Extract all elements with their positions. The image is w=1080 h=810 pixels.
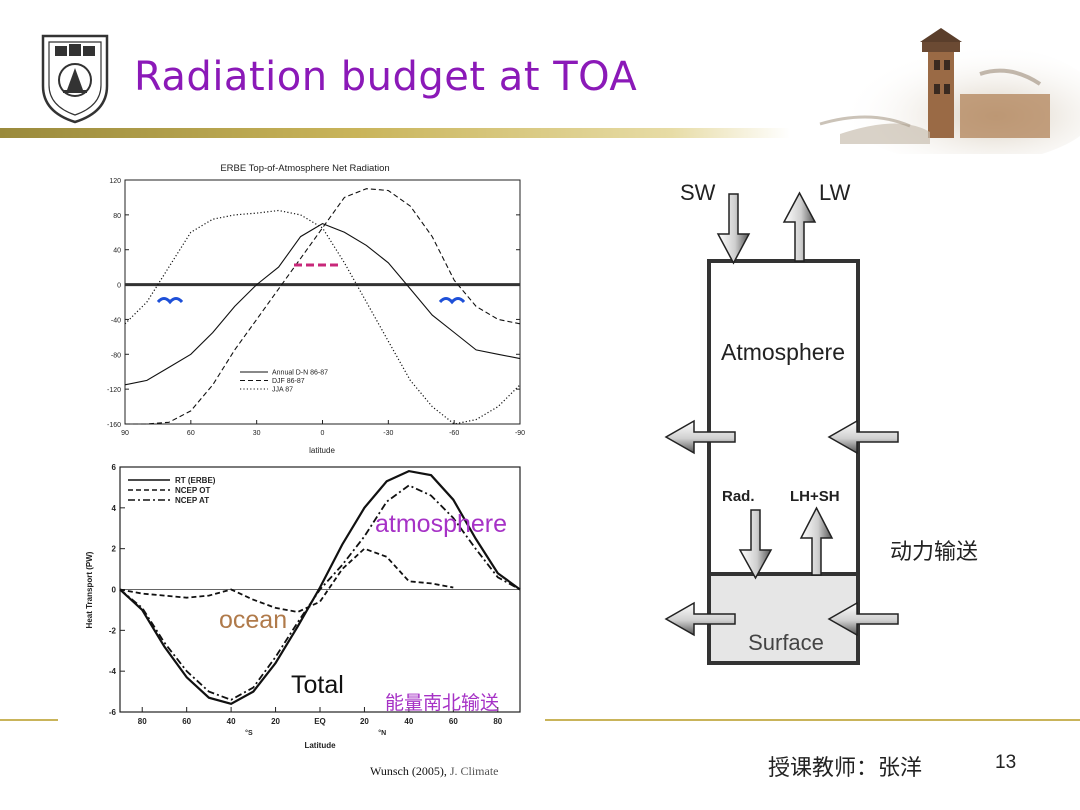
chart2-ytick-label: -2 (109, 626, 117, 635)
energy-transport-label: 能量南北输送 (385, 692, 500, 714)
sw-label: SW (680, 180, 716, 205)
university-logo (37, 30, 113, 124)
chart2-xtick-label: 40 (227, 717, 236, 726)
rad-label: Rad. (722, 488, 755, 505)
chart2-ytick-label: 0 (112, 586, 117, 595)
chart1-legend-entry: DJF 86-87 (272, 378, 305, 385)
campus-tower-image (780, 14, 1080, 164)
atmosphere-box (707, 259, 860, 577)
chart2-series-dashdot-line (119, 484, 521, 701)
chart1-ytick-label: 80 (113, 213, 121, 220)
chart2-ylabel: Heat Transport (PW) (85, 551, 94, 628)
lw-up-arrow-icon (782, 191, 817, 262)
atmosphere-label: Atmosphere (721, 339, 845, 365)
sw-down-arrow-icon (716, 193, 751, 265)
chart1-xtick-label: 60 (187, 430, 195, 437)
chart1-series-dashed-line (125, 188, 521, 425)
citation: Wunsch (2005), J. Climate (370, 764, 499, 779)
rad-down-arrow-icon (738, 509, 773, 580)
chart2-legend-entry: RT (ERBE) (175, 476, 216, 485)
chart2-xtick-label: 60 (449, 717, 458, 726)
atmosphere-overlay-label: atmosphere (375, 510, 508, 538)
chart1-ytick-label: 40 (113, 248, 121, 255)
citation-journal: J. Climate (449, 764, 499, 778)
chart1-xtick-label: -90 (515, 430, 525, 437)
slide-title: Radiation budget at TOA (134, 54, 638, 100)
chart1-xlabel: latitude (309, 446, 335, 455)
chart1-series-solid-line (124, 222, 521, 386)
chart2-xtick-label: EQ (314, 717, 326, 726)
chart1-title: ERBE Top-of-Atmosphere Net Radiation (220, 163, 389, 174)
chart1-ytick-label: 0 (117, 283, 121, 290)
chart1-ytick-label: -80 (111, 352, 121, 359)
chart1-annotation-marks (156, 263, 466, 305)
chart1-xtick-label: 30 (253, 430, 261, 437)
chart2-north-label: °N (378, 729, 386, 737)
erbe-net-radiation-chart: ERBE Top-of-Atmosphere Net Radiation 120… (107, 163, 525, 455)
chart2-series-dashed-line (119, 547, 454, 613)
chart2-ytick-label: 6 (112, 463, 117, 472)
radiation-schematic: SW LW Atmosphere Rad. LH+SH Surface (664, 180, 899, 665)
dynamic-transport-label: 动力输送 (890, 540, 979, 565)
chart1-ytick-label: -40 (111, 317, 121, 324)
chart1-legend-entry: JJA 87 (272, 387, 293, 394)
chart2-xtick-label: 80 (493, 717, 502, 726)
ocean-overlay-label: ocean (219, 606, 288, 634)
chart2-legend-entry: NCEP AT (175, 496, 209, 505)
chart2-south-label: °S (245, 729, 253, 737)
chart1-xtick-label: 0 (321, 430, 325, 437)
chart2-ytick-label: 2 (112, 545, 117, 554)
atmosphere-left-arrow-icon (664, 419, 736, 455)
lw-label: LW (819, 180, 851, 205)
chart2-xtick-label: 40 (404, 717, 413, 726)
chart2-ytick-label: -6 (109, 708, 117, 717)
header-divider (0, 128, 790, 138)
chart2-series-solid-line (119, 469, 521, 705)
total-overlay-label: Total (291, 671, 344, 699)
lhsh-up-arrow-icon (799, 506, 834, 576)
lhsh-label: LH+SH (790, 488, 840, 505)
chart1-ytick-label: -120 (107, 387, 121, 394)
chart1-xtick-label: 90 (121, 430, 129, 437)
surface-left-arrow-icon (664, 601, 736, 637)
chart2-legend-entry: NCEP OT (175, 486, 211, 495)
chart2-xtick-label: 20 (271, 717, 280, 726)
chart2-xtick-label: 80 (138, 717, 147, 726)
chart2-xtick-label: 60 (182, 717, 191, 726)
chart2-xlabel: Latitude (304, 741, 336, 750)
chart1-ytick-label: 120 (109, 178, 121, 185)
heat-transport-chart: -6 -4 -2 0 2 4 6 80 60 40 20 EQ 20 40 60 80 °S °N RT (ERB… (85, 463, 521, 750)
chart2-ytick-label: 4 (112, 504, 117, 513)
chart1-legend-entry: Annual D-N 86-87 (272, 370, 328, 377)
chart1-series-dotted-line (124, 209, 521, 425)
page-number: 13 (995, 752, 1017, 773)
surface-right-arrow-icon (827, 601, 899, 637)
footer-rule-left (0, 719, 58, 721)
footer-rule-right (545, 719, 1080, 721)
citation-author: Wunsch (2005), (370, 764, 447, 778)
footer-teacher: 授课教师：张洋 (768, 756, 923, 781)
atmosphere-right-arrow-icon (827, 419, 899, 455)
chart1-xtick-label: -30 (383, 430, 393, 437)
chart2-xtick-label: 20 (360, 717, 369, 726)
chart1-xtick-label: -60 (449, 430, 459, 437)
chart1-ytick-label: -160 (107, 422, 121, 429)
surface-label: Surface (748, 630, 824, 655)
chart2-ytick-label: -4 (109, 667, 117, 676)
